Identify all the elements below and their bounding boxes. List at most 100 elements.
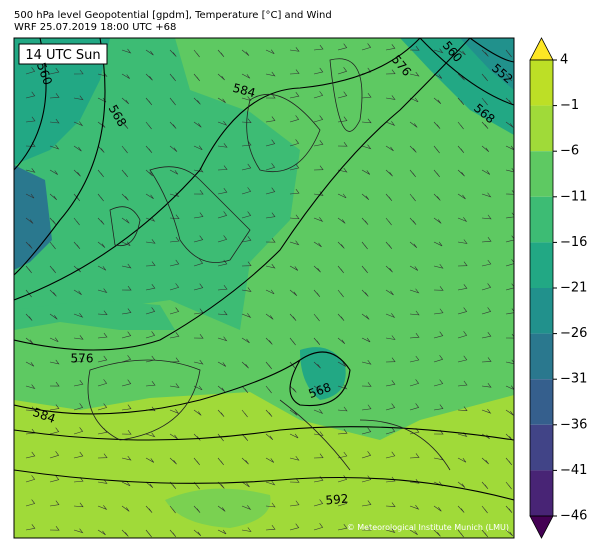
wind-barb: [169, 121, 177, 129]
wind-barb: [241, 49, 250, 56]
wind-barb: [217, 49, 225, 57]
wind-barb: [337, 43, 348, 51]
wind-barb: [505, 73, 512, 82]
wind-barb: [241, 527, 252, 532]
wind-barb: [481, 481, 489, 489]
map-area: [14, 38, 514, 538]
wind-barb: [481, 237, 492, 243]
wind-barb: [433, 169, 440, 178]
wind-barb: [193, 259, 204, 267]
wind-barb: [481, 259, 492, 267]
wind-barb: [481, 505, 488, 514]
wind-barb: [457, 239, 468, 244]
wind-barb: [145, 284, 156, 291]
wind-barb: [313, 217, 324, 222]
wind-barb: [25, 67, 36, 75]
wind-barb: [409, 169, 416, 178]
wind-barb: [145, 216, 156, 222]
wind-barb: [337, 67, 348, 75]
wind-barb: [385, 476, 396, 483]
wind-barb: [265, 163, 276, 171]
wind-barb: [217, 505, 226, 512]
wind-barb: [241, 433, 249, 442]
wind-barb: [217, 529, 227, 535]
wind-barb: [97, 453, 108, 459]
wind-barb: [217, 409, 225, 417]
wind-barb: [145, 432, 156, 438]
wind-barb: [169, 505, 176, 514]
colorbar-tick-label: 4: [560, 53, 568, 68]
wind-barb: [505, 212, 514, 219]
wind-barb: [265, 71, 276, 77]
wind-barb: [73, 69, 84, 75]
wind-barb: [169, 481, 177, 490]
wind-barb: [481, 145, 490, 153]
wind-barb: [361, 427, 372, 435]
wind-barb: [73, 193, 81, 202]
wind-barb: [49, 526, 60, 531]
field: [14, 300, 175, 330]
wind-barb: [361, 313, 370, 320]
wind-barb: [361, 289, 369, 297]
wind-barb: [409, 310, 420, 316]
wind-barb: [409, 379, 420, 387]
wind-barb: [385, 357, 396, 363]
wind-barb: [193, 359, 204, 365]
wind-barb: [457, 97, 465, 106]
wind-barb: [25, 475, 36, 483]
colorbar-tick-label: −16: [560, 235, 587, 250]
wind-barb: [409, 193, 416, 202]
colorbar-tick-label: −21: [560, 281, 587, 296]
wind-barb: [385, 169, 393, 177]
colorbar-segment: [530, 333, 553, 380]
wind-barb: [145, 505, 153, 513]
map-frame: [13, 37, 515, 539]
wind-barb: [337, 167, 348, 173]
wind-barb: [433, 505, 442, 512]
wind-barb: [505, 121, 514, 128]
wind-barb: [433, 121, 441, 129]
wind-barb: [121, 505, 130, 512]
wind-barb: [337, 523, 348, 531]
wind-barb: [457, 331, 468, 339]
wind-barb: [49, 337, 59, 343]
wind-barb: [169, 169, 179, 175]
wind-barb: [145, 307, 156, 315]
wind-barb: [433, 379, 444, 387]
wind-barb: [337, 217, 346, 224]
wind-barb: [265, 289, 275, 295]
wind-barb: [145, 145, 153, 153]
wind-barb: [505, 481, 512, 490]
wind-barb: [505, 235, 514, 243]
wind-barb: [457, 457, 467, 463]
contours: [14, 38, 514, 501]
wind-barb: [169, 409, 180, 414]
wind-barb: [265, 525, 276, 531]
wind-barb: [25, 168, 36, 173]
wind-barb: [313, 499, 324, 507]
colorbar-tick-label: −11: [560, 189, 587, 204]
wind-barb: [121, 169, 128, 178]
wind-barb: [409, 479, 420, 484]
wind-barb: [265, 433, 274, 441]
wind-barb: [289, 92, 300, 99]
wind-barb: [385, 265, 393, 273]
wind-barb: [97, 217, 105, 225]
wind-barb: [361, 43, 372, 51]
wind-barb: [361, 382, 372, 387]
wind-barb: [313, 313, 320, 322]
wind-barb: [289, 289, 298, 297]
wind-barb: [73, 217, 80, 226]
wind-barb: [193, 409, 202, 416]
wind-barb: [193, 433, 201, 441]
wind-barb: [361, 337, 371, 343]
wind-barb: [409, 453, 420, 459]
colorbar-segment: [530, 424, 553, 471]
wind-barb: [241, 385, 249, 394]
wind-barb: [385, 121, 396, 126]
wind-barb: [73, 502, 84, 508]
wind-barb: [49, 193, 58, 201]
colorbar-tick-label: −6: [560, 144, 579, 159]
wind-barb: [73, 241, 81, 249]
wind-barb: [505, 359, 514, 364]
